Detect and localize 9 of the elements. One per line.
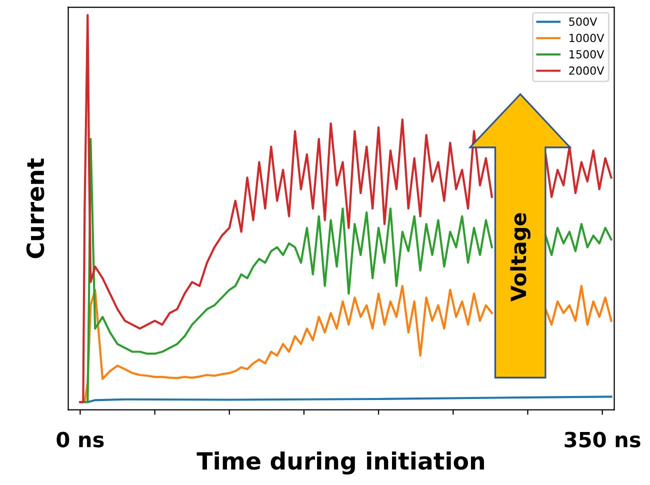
legend-label: 500V (569, 17, 598, 26)
x-tick-label: 0 ns (56, 432, 104, 448)
annotation: Voltage (510, 213, 530, 302)
legend-label: 2000V (569, 66, 604, 75)
x-axis-title: Time during initiation (196, 452, 484, 475)
legend-label: 1000V (570, 34, 604, 42)
y-axis-title: Current (26, 158, 44, 258)
legend-label: 1500V (570, 50, 604, 58)
x-tick-label: 350 ns (564, 432, 640, 448)
